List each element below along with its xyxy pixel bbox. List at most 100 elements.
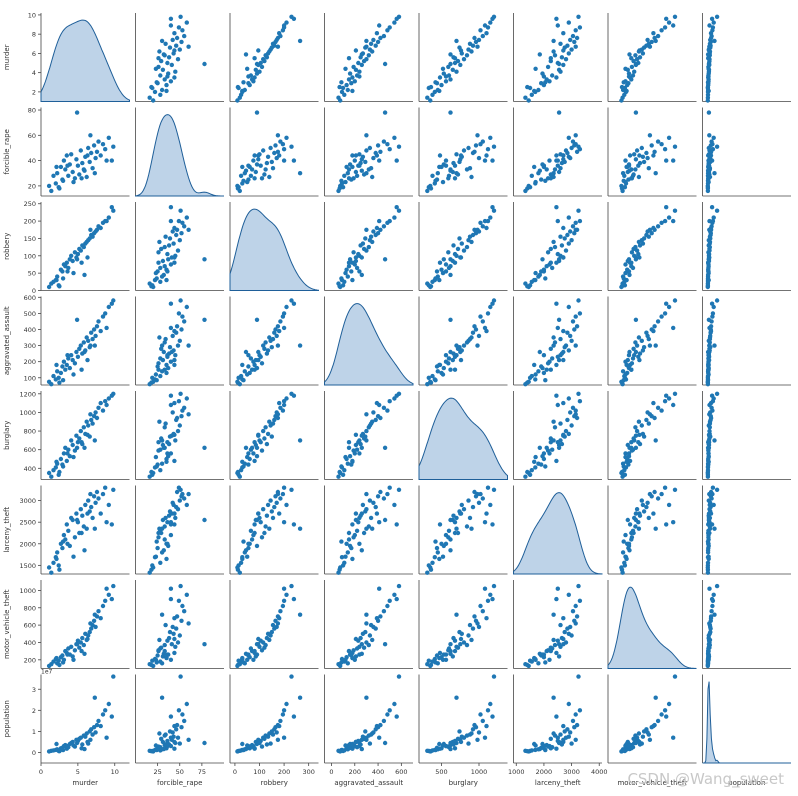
scatter-point-robbery-vs-forcible_rape [245, 179, 250, 185]
scatter-point-burglary-vs-aggravated_assault [476, 333, 482, 339]
scatter-point-aggravated_assault-vs-burglary [377, 402, 382, 408]
scatter-point-larceny_theft-vs-murder [525, 84, 530, 90]
scatter-point-forcible_rape-vs-aggravated_assault [168, 325, 174, 331]
scatter-point-robbery-vs-murder [254, 61, 260, 67]
scatter-point-robbery-vs-aggravated_assault [291, 301, 297, 306]
scatter-point-burglary-vs-robbery [488, 215, 493, 220]
scatter-point-population-vs-burglary [714, 391, 720, 396]
scatter-point-burglary-vs-robbery [459, 241, 464, 246]
scatter-point-burglary-vs-aggravated_assault [448, 367, 453, 372]
scatter-point-burglary-vs-larceny_theft [470, 504, 476, 510]
scatter-point-larceny_theft-vs-aggravated_assault [556, 357, 562, 363]
scatter-point-aggravated_assault-vs-motor_vehicle_theft [351, 648, 356, 653]
scatter-point-larceny_theft-vs-aggravated_assault [540, 365, 545, 371]
scatter-point-forcible_rape-vs-burglary [166, 441, 172, 447]
scatter-point-murder-vs-larceny_theft [51, 560, 56, 565]
scatter-point-burglary-vs-forcible_rape [448, 110, 453, 115]
scatter-point-motor_vehicle_theft-vs-aggravated_assault [659, 314, 664, 319]
scatter-point-robbery-vs-larceny_theft [277, 511, 282, 516]
scatter-point-aggravated_assault-vs-burglary [394, 393, 399, 398]
scatter-point-motor_vehicle_theft-vs-aggravated_assault [637, 351, 643, 356]
scatter-point-burglary-vs-robbery [467, 234, 473, 239]
scatter-point-larceny_theft-vs-aggravated_assault [548, 346, 553, 351]
scatter-point-murder-vs-robbery [54, 277, 59, 283]
scatter-point-robbery-vs-larceny_theft [289, 487, 294, 492]
scatter-point-murder-vs-forcible_rape [111, 144, 116, 149]
x-tick-label-larceny_theft: 1000 [508, 768, 525, 776]
scatter-point-population-vs-burglary [706, 451, 711, 456]
scatter-point-murder-vs-larceny_theft [96, 496, 101, 501]
scatter-point-population-vs-robbery [709, 205, 715, 210]
scatter-point-forcible_rape-vs-aggravated_assault [182, 319, 187, 324]
scatter-point-motor_vehicle_theft-vs-larceny_theft [620, 550, 626, 555]
scatter-point-larceny_theft-vs-burglary [568, 410, 573, 415]
scatter-point-larceny_theft-vs-aggravated_assault [545, 361, 551, 366]
scatter-point-motor_vehicle_theft-vs-robbery [671, 218, 676, 224]
scatter-point-robbery-vs-motor_vehicle_theft [278, 609, 283, 614]
scatter-point-robbery-vs-burglary [291, 393, 297, 398]
scatter-point-larceny_theft-vs-forcible_rape [556, 110, 562, 115]
scatter-point-larceny_theft-vs-burglary [551, 419, 556, 424]
x-tick-label-larceny_theft: 3000 [563, 768, 580, 776]
scatter-point-forcible_rape-vs-aggravated_assault [176, 311, 182, 316]
scatter-point-aggravated_assault-vs-burglary [363, 434, 368, 439]
scatter-point-burglary-vs-aggravated_assault [488, 304, 493, 310]
scatter-point-larceny_theft-vs-robbery [568, 229, 573, 234]
scatter-point-murder-vs-population [70, 739, 75, 745]
scatter-point-robbery-vs-larceny_theft [263, 524, 268, 529]
scatter-point-burglary-vs-forcible_rape [475, 133, 480, 138]
scatter-point-burglary-vs-aggravated_assault [478, 314, 483, 319]
scatter-point-robbery-vs-population [246, 743, 251, 749]
scatter-point-motor_vehicle_theft-vs-aggravated_assault [636, 335, 642, 340]
scatter-point-robbery-vs-aggravated_assault [263, 340, 268, 345]
scatter-point-larceny_theft-vs-motor_vehicle_theft [562, 629, 567, 635]
scatter-point-aggravated_assault-vs-motor_vehicle_theft [350, 655, 355, 661]
scatter-point-motor_vehicle_theft-vs-robbery [637, 255, 642, 260]
scatter-point-aggravated_assault-vs-murder [364, 38, 369, 44]
scatter-point-aggravated_assault-vs-forcible_rape [357, 152, 362, 157]
scatter-point-burglary-vs-aggravated_assault [433, 378, 438, 383]
scatter-point-larceny_theft-vs-robbery [566, 215, 571, 220]
scatter-point-robbery-vs-forcible_rape [240, 164, 245, 170]
x-axis-label-aggravated_assault: aggravated_assault [334, 779, 403, 787]
scatter-point-burglary-vs-larceny_theft [433, 539, 438, 544]
scatter-point-population-vs-burglary [710, 408, 715, 413]
scatter-point-motor_vehicle_theft-vs-murder [672, 14, 678, 19]
scatter-point-burglary-vs-forcible_rape [473, 143, 479, 148]
scatter-point-robbery-vs-larceny_theft [297, 526, 303, 531]
scatter-point-burglary-vs-murder [454, 38, 459, 44]
scatter-point-robbery-vs-aggravated_assault [259, 361, 265, 366]
scatter-point-larceny_theft-vs-population [565, 727, 570, 732]
scatter-point-aggravated_assault-vs-murder [346, 56, 352, 61]
scatter-point-motor_vehicle_theft-vs-larceny_theft [672, 487, 678, 492]
scatter-point-murder-vs-larceny_theft [74, 511, 79, 516]
scatter-point-robbery-vs-aggravated_assault [265, 348, 271, 353]
scatter-point-forcible_rape-vs-population [182, 718, 187, 724]
scatter-point-burglary-vs-larceny_theft [443, 541, 449, 546]
scatter-point-population-vs-robbery [707, 244, 712, 250]
scatter-point-forcible_rape-vs-murder [186, 44, 191, 49]
scatter-point-forcible_rape-vs-robbery [178, 208, 183, 213]
scatter-point-murder-vs-larceny_theft [64, 522, 70, 527]
y-tick-label-aggravated_assault: 600 [24, 294, 36, 302]
scatter-point-murder-vs-burglary [64, 458, 70, 464]
scatter-point-larceny_theft-vs-murder [566, 51, 571, 56]
scatter-point-aggravated_assault-vs-robbery [366, 244, 371, 250]
scatter-point-burglary-vs-motor_vehicle_theft [482, 586, 488, 591]
scatter-point-robbery-vs-burglary [252, 458, 257, 464]
scatter-point-motor_vehicle_theft-vs-murder [624, 88, 629, 94]
scatter-point-murder-vs-robbery [74, 257, 80, 262]
scatter-point-murder-vs-robbery [60, 276, 66, 281]
scatter-point-larceny_theft-vs-robbery [562, 236, 567, 241]
scatter-point-forcible_rape-vs-aggravated_assault [163, 336, 168, 342]
scatter-point-murder-vs-larceny_theft [104, 520, 109, 525]
scatter-point-motor_vehicle_theft-vs-population [647, 737, 653, 742]
scatter-point-aggravated_assault-vs-forcible_rape [351, 176, 356, 181]
scatter-point-forcible_rape-vs-murder [161, 52, 166, 57]
scatter-point-murder-vs-burglary [106, 396, 112, 401]
scatter-point-forcible_rape-vs-motor_vehicle_theft [184, 592, 189, 597]
scatter-point-motor_vehicle_theft-vs-burglary [653, 438, 658, 443]
scatter-point-forcible_rape-vs-motor_vehicle_theft [164, 655, 169, 661]
scatter-point-aggravated_assault-vs-forcible_rape [387, 147, 392, 152]
scatter-point-motor_vehicle_theft-vs-larceny_theft [633, 511, 639, 516]
